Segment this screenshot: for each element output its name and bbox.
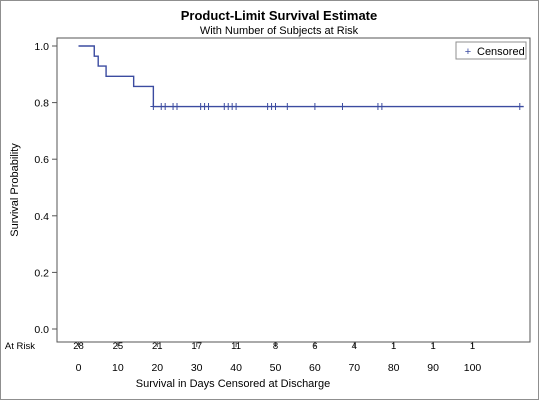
censor-mark [311,103,318,111]
censor-mark [205,103,212,111]
chart-subtitle: With Number of Subjects at Risk [200,25,359,37]
legend-censored-marker: + [465,46,471,58]
at-risk-count: 1 [391,341,396,352]
censor-marks-layer [150,103,523,111]
censor-mark [378,103,385,111]
censor-mark [233,103,240,111]
x-tick-label: 80 [388,362,400,374]
y-axis: 0.0 0.2 0.4 0.6 0.8 1.0 [34,41,57,336]
at-risk-label: At Risk [5,341,35,352]
x-tick-label: 20 [151,362,163,374]
x-tick-label: 90 [427,362,439,374]
censor-mark [284,103,291,111]
at-risk-count: 8 [273,341,278,352]
x-tick-label: 30 [191,362,203,374]
survival-curve-layer [78,45,524,108]
x-tick-label: 0 [76,362,82,374]
at-risk-count: 1 [430,341,435,352]
x-tick-label: 70 [348,362,360,374]
censor-mark [272,103,279,111]
survival-step-line [78,45,524,108]
x-tick-label: 100 [464,362,482,374]
x-tick-label: 40 [230,362,242,374]
censor-mark [339,103,346,111]
y-tick-label: 0.2 [34,267,49,279]
x-axis-label: Survival in Days Censored at Discharge [136,378,330,390]
y-axis-label: Survival Probability [9,143,21,237]
at-risk-count: 28 [73,341,84,352]
at-risk-count: 1 [470,341,475,352]
y-tick-label: 0.6 [34,154,49,166]
chart-title: Product-Limit Survival Estimate [181,8,378,23]
at-risk-count: 4 [352,341,357,352]
censor-mark [162,103,169,111]
x-axis: 0 10 20 30 40 50 60 70 80 90 100 [76,342,482,374]
at-risk-count: 6 [312,341,317,352]
at-risk-count: 11 [231,341,241,352]
y-tick-label: 0.0 [34,324,49,336]
at-risk-count: 21 [152,341,163,352]
legend-box [455,41,527,60]
at-risk-count: 17 [191,341,202,352]
censor-mark [150,103,157,111]
x-tick-label: 50 [270,362,282,374]
x-tick-label: 10 [112,362,124,374]
legend-censored-label: Censored [477,46,525,58]
at-risk-count: 25 [113,341,124,352]
y-tick-label: 0.4 [34,211,49,223]
plot-area-border [56,37,531,343]
at-risk-row: 28 25 21 17 11 8 6 4 1 1 1 [73,341,475,352]
x-tick-label: 60 [309,362,321,374]
y-tick-label: 1.0 [34,41,49,53]
y-tick-label: 0.8 [34,98,49,110]
censor-mark [516,103,523,111]
censor-mark [174,103,180,111]
legend: + Censored [455,41,527,60]
